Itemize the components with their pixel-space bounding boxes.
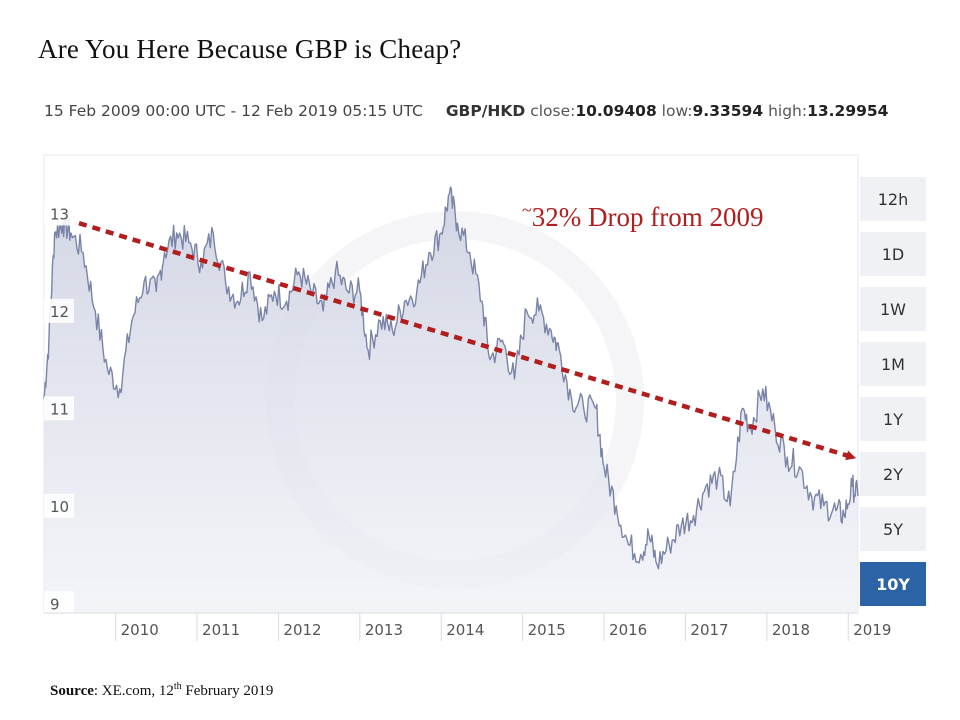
x-tick-label: 2016 [609, 621, 647, 639]
source-label: Source [50, 683, 94, 699]
low-label: low: [661, 102, 693, 120]
low-value: 9.33594 [692, 102, 764, 120]
range-button-1y[interactable]: 1Y [860, 397, 926, 441]
currency-pair: GBP/HKD [445, 102, 526, 120]
x-tick-label: 2011 [202, 621, 240, 639]
range-button-1w[interactable]: 1W [860, 287, 926, 331]
y-tick-label: 12 [50, 303, 69, 321]
y-tick-label: 9 [50, 595, 60, 613]
x-tick-label: 2010 [121, 621, 159, 639]
date-range: 15 Feb 2009 00:00 UTC - 12 Feb 2019 05:1… [44, 102, 423, 120]
high-value: 13.29954 [807, 102, 889, 120]
series-line [43, 186, 859, 570]
y-tick-label: 11 [50, 400, 69, 418]
x-tick-label: 2014 [446, 621, 484, 639]
y-tick-bg [44, 201, 74, 226]
y-tick-label: 10 [50, 498, 69, 516]
x-tick-label: 2015 [528, 621, 566, 639]
x-tick-label: 2013 [365, 621, 403, 639]
x-axis-band [44, 613, 858, 643]
y-tick-bg [44, 493, 74, 518]
y-tick-bg [44, 298, 74, 323]
close-value: 10.09408 [575, 102, 657, 120]
range-button-2y[interactable]: 2Y [860, 452, 926, 496]
series-area [44, 187, 858, 613]
drop-annotation: ~32% Drop from 2009 [522, 200, 764, 233]
range-button-1d[interactable]: 1D [860, 232, 926, 276]
y-tick-label: 13 [50, 205, 69, 223]
slide-title: Are You Here Because GBP is Cheap? [38, 34, 462, 64]
source-text: : XE.com, 12 [93, 683, 174, 699]
source-date: February 2019 [181, 683, 274, 699]
y-tick-bg [44, 591, 74, 616]
trend-arrow [78, 221, 857, 461]
close-label: close: [530, 102, 576, 120]
x-tick-label: 2017 [690, 621, 728, 639]
x-tick-label: 2018 [772, 621, 810, 639]
x-tick-label: 2019 [853, 621, 891, 639]
range-button-1m[interactable]: 1M [860, 342, 926, 386]
high-label: high: [768, 102, 808, 120]
range-button-12h[interactable]: 12h [860, 177, 926, 221]
range-button-10y[interactable]: 10Y [860, 562, 926, 606]
source-note: Source: XE.com, 12th February 2019 [50, 681, 273, 700]
chart-header: 15 Feb 2009 00:00 UTC - 12 Feb 2019 05:1… [44, 102, 888, 120]
range-button-5y[interactable]: 5Y [860, 507, 926, 551]
x-tick-label: 2012 [283, 621, 321, 639]
y-tick-bg [44, 396, 74, 421]
annotation-tilde: ~ [522, 200, 532, 220]
source-sup: th [173, 681, 182, 692]
annotation-text: 32% Drop from 2009 [531, 202, 764, 232]
